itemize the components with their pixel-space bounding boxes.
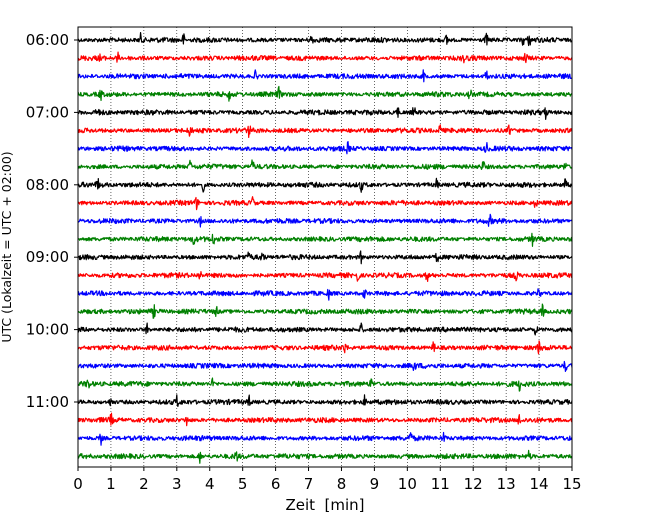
x-tick-label: 1 <box>106 475 116 493</box>
x-tick-label: 2 <box>139 475 149 493</box>
y-tick-label: 11:00 <box>26 393 69 411</box>
x-tick-label: 4 <box>205 475 215 493</box>
x-tick-label: 0 <box>73 475 83 493</box>
y-tick-label: 09:00 <box>26 248 69 266</box>
x-tick-label: 9 <box>370 475 380 493</box>
x-tick-label: 5 <box>238 475 248 493</box>
x-tick-label: 6 <box>271 475 281 493</box>
trace-line <box>77 51 573 64</box>
trace-line <box>77 177 573 193</box>
x-tick-label: 11 <box>431 475 450 493</box>
trace-line <box>77 377 573 392</box>
trace-line <box>77 431 573 446</box>
y-tick-label: 07:00 <box>26 103 69 121</box>
plot-area-background <box>78 27 572 467</box>
y-tick-label: 08:00 <box>26 176 69 194</box>
trace-line <box>77 412 573 427</box>
seismic-traces <box>77 31 573 464</box>
trace-line <box>77 141 573 155</box>
trace-line <box>77 196 573 211</box>
x-axis-title: Zeit [min] <box>285 496 364 514</box>
trace-line <box>77 107 573 120</box>
x-tick-label: 3 <box>172 475 182 493</box>
x-tick-label: 14 <box>530 475 549 493</box>
x-tick-label: 10 <box>398 475 417 493</box>
trace-line <box>77 85 573 102</box>
trace-line <box>77 232 573 247</box>
trace-line <box>77 322 573 336</box>
trace-line <box>77 124 573 139</box>
trace-line <box>77 159 573 170</box>
trace-line <box>77 250 573 265</box>
y-axis-title: UTC (Lokalzeit = UTC + 02:00) <box>0 151 14 342</box>
trace-line <box>77 270 573 283</box>
plot-area-frame <box>77 26 573 468</box>
x-tick-label: 7 <box>304 475 314 493</box>
trace-line <box>77 360 573 373</box>
trace-line <box>77 394 573 408</box>
x-tick-label: 13 <box>497 475 516 493</box>
trace-line <box>77 340 573 355</box>
y-tick-label: 10:00 <box>26 321 69 339</box>
x-tick-label: 8 <box>337 475 347 493</box>
x-tick-label: 15 <box>562 475 581 493</box>
x-axis-ticks: 0 1 2 3 4 5 6 7 8 9 10 11 12 13 14 15 <box>73 467 582 493</box>
y-axis-ticks: 06:00 07:00 08:00 09:00 10:00 11:00 <box>26 31 78 411</box>
y-tick-label: 06:00 <box>26 31 69 49</box>
trace-line <box>77 303 573 319</box>
x-tick-label: 12 <box>464 475 483 493</box>
trace-line <box>77 31 573 47</box>
vertical-grid <box>110 27 540 467</box>
trace-line <box>77 69 573 83</box>
trace-line <box>77 449 573 464</box>
trace-line <box>77 213 573 228</box>
trace-line <box>77 288 573 301</box>
